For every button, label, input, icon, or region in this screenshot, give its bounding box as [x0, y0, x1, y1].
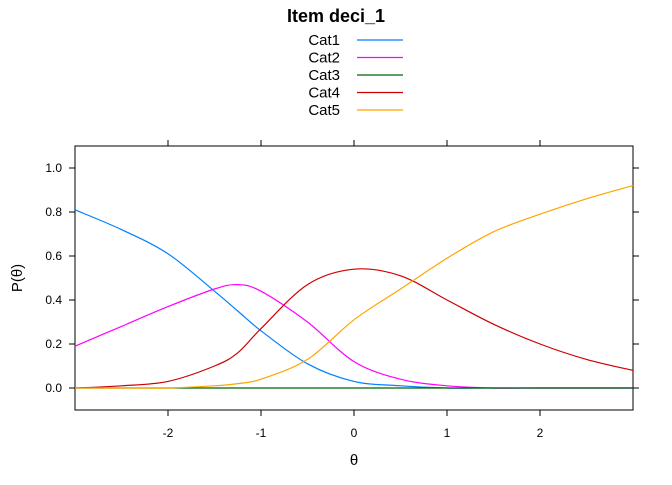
- series-cat2: [75, 285, 633, 389]
- legend-item-cat4: Cat4: [308, 85, 403, 102]
- x-tick-label: 2: [537, 426, 544, 440]
- legend-label-cat5: Cat5: [308, 102, 340, 119]
- chart-title: Item deci_1: [287, 6, 385, 26]
- series-line-cat2: [75, 285, 633, 389]
- series-line-cat5: [75, 186, 633, 389]
- series-line-cat4: [75, 269, 633, 388]
- legend-label-cat2: Cat2: [308, 50, 340, 67]
- x-axis-label: θ: [350, 452, 358, 469]
- legend-label-cat1: Cat1: [308, 32, 340, 49]
- legend-item-cat3: Cat3: [308, 67, 403, 84]
- y-tick-label: 0.6: [45, 249, 62, 263]
- plot-area: -2 -1 0 1 2 0.0 0.2 0.4 0.6 0.8 1.0: [45, 140, 639, 440]
- legend-item-cat1: Cat1: [308, 32, 403, 49]
- y-tick-label: 0.4: [45, 293, 62, 307]
- x-tick-label: -1: [256, 426, 267, 440]
- plot-frame: [75, 146, 633, 410]
- legend-item-cat5: Cat5: [308, 102, 403, 119]
- x-tick-label: 1: [444, 426, 451, 440]
- y-tick-label: 0.0: [45, 381, 62, 395]
- series-cat5: [75, 186, 633, 389]
- legend-label-cat3: Cat3: [308, 67, 340, 84]
- y-tick-label: 0.2: [45, 337, 62, 351]
- y-axis-label: P(θ): [9, 264, 26, 292]
- x-tick-label: -2: [163, 426, 174, 440]
- series-cat4: [75, 269, 633, 388]
- legend-label-cat4: Cat4: [308, 85, 340, 102]
- x-tick-label: 0: [351, 426, 358, 440]
- y-tick-label: 0.8: [45, 205, 62, 219]
- legend-item-cat2: Cat2: [308, 50, 403, 67]
- y-tick-label: 1.0: [45, 161, 62, 175]
